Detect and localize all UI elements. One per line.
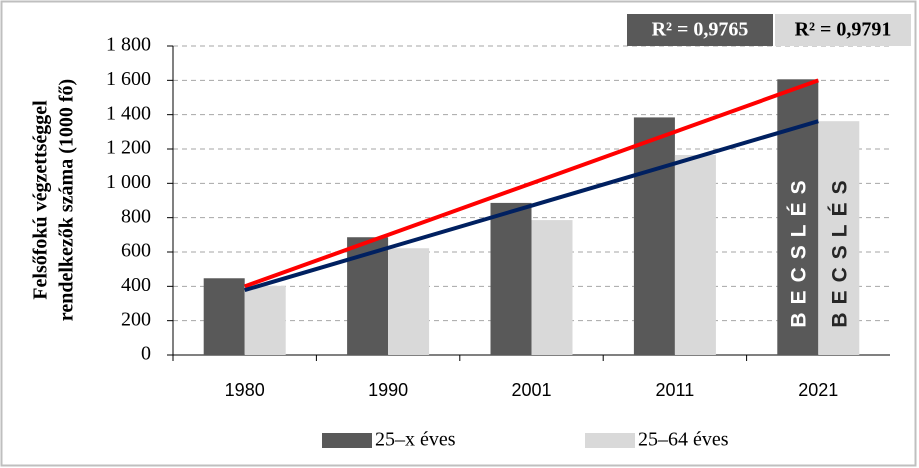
y-tick-label: 600: [121, 240, 151, 262]
annotation-text: BECSLÉS: [787, 172, 810, 327]
y-tick-label: 1 600: [106, 68, 151, 90]
bar: [490, 202, 532, 355]
annotation-text: BECSLÉS: [828, 172, 851, 327]
bar: [388, 248, 430, 355]
annotation: BECSLÉS: [828, 172, 851, 327]
legend-label: 25–x éves: [375, 429, 456, 451]
r2-box: [627, 14, 773, 46]
y-tick-label: 1 200: [106, 137, 151, 159]
x-tick-label: 2011: [656, 380, 695, 400]
y-tick-label: 1 400: [106, 102, 151, 124]
y-tick-label: 200: [121, 308, 151, 330]
y-tick-label: 1 000: [106, 171, 151, 193]
legend-swatch: [585, 433, 635, 448]
x-tick-label: 1990: [368, 380, 408, 400]
x-tick-label: 2021: [798, 380, 838, 400]
annotation: BECSLÉS: [787, 172, 810, 327]
trendline: [244, 119, 819, 293]
y-tick-label: 400: [121, 274, 151, 296]
r2-label: R² = 0,9791: [795, 19, 892, 41]
y-axis-title-line: rendelkezők száma (1000 fő): [56, 79, 78, 321]
y-tick-label: 1 800: [106, 34, 151, 56]
trendline: [244, 78, 819, 289]
bar: [203, 278, 245, 355]
legend-label: 25–64 éves: [638, 429, 729, 451]
bar: [674, 155, 716, 355]
bar: [531, 220, 573, 355]
bar: [818, 121, 860, 355]
y-tick-label: 0: [141, 343, 151, 365]
y-axis-title-line: Felsőfokú végzettséggel: [30, 100, 52, 300]
x-tick-label: 1980: [225, 380, 265, 400]
r2-box: [775, 14, 911, 46]
x-tick-label: 2001: [511, 380, 551, 400]
r2-label: R² = 0,9765: [652, 19, 749, 41]
legend-swatch: [322, 433, 372, 448]
y-axis-title: Felsőfokú végzettséggel rendelkezők szám…: [30, 79, 78, 321]
y-tick-label: 800: [121, 205, 151, 227]
bar: [244, 285, 286, 355]
bar: [633, 117, 675, 355]
